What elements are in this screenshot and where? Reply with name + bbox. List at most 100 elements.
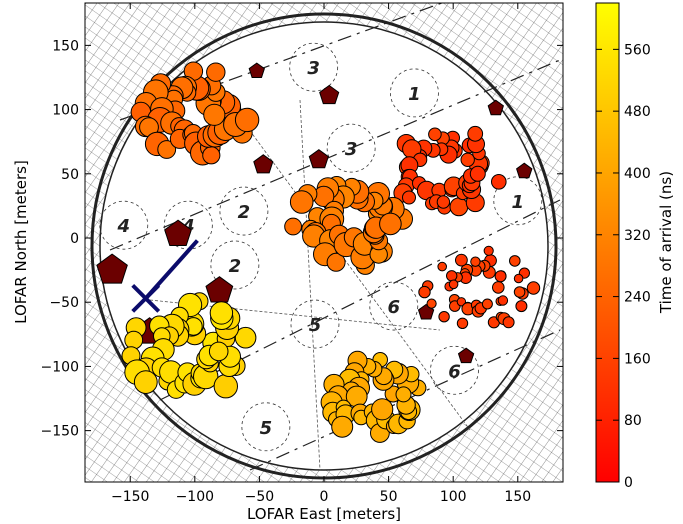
pentagon-marker xyxy=(253,154,274,174)
antenna-point xyxy=(234,107,260,133)
station-label: 4 xyxy=(116,216,130,237)
antenna-point xyxy=(456,317,469,329)
y-tick-label: −100 xyxy=(41,359,79,375)
antenna-point xyxy=(438,311,450,323)
antenna-point xyxy=(446,270,458,282)
antenna-point xyxy=(449,197,469,217)
antenna-point xyxy=(402,190,416,205)
antenna-point xyxy=(289,190,314,214)
antenna-point xyxy=(436,195,451,209)
y-tick-label: −50 xyxy=(49,295,79,311)
antenna-point xyxy=(513,273,524,284)
colorbar xyxy=(595,2,620,483)
station-circle xyxy=(493,176,543,226)
map-dashed-line xyxy=(109,59,561,251)
antenna-point xyxy=(456,297,467,307)
map-detail-line xyxy=(149,299,441,331)
antenna-point xyxy=(460,152,475,168)
antenna-points xyxy=(121,61,541,443)
x-tick-label: 150 xyxy=(504,489,531,505)
antenna-point xyxy=(379,212,402,236)
station-label: 6 xyxy=(387,297,400,318)
pentagon-marker xyxy=(308,149,329,169)
antenna-point xyxy=(470,256,481,267)
antenna-point xyxy=(426,298,437,309)
colorbar-tick-label: 160 xyxy=(624,351,651,367)
colorbar-tick-label: 400 xyxy=(624,166,651,182)
antenna-point xyxy=(492,281,505,294)
colorbar-label: Time of arrival (ns) xyxy=(657,171,675,314)
colorbar-tick-label: 320 xyxy=(624,228,651,244)
colorbar-tick-label: 480 xyxy=(624,104,651,120)
map-detail-line xyxy=(299,99,321,471)
antenna-point xyxy=(209,301,234,325)
antenna-point xyxy=(494,270,507,283)
station-label: 3 xyxy=(307,58,320,79)
station-label: 6 xyxy=(448,361,461,382)
antenna-point xyxy=(515,300,528,313)
map-dashed-line xyxy=(159,199,561,401)
x-tick-label: 50 xyxy=(380,489,398,505)
station-circle xyxy=(241,402,291,452)
antenna-point xyxy=(467,125,484,142)
x-tick-label: 100 xyxy=(440,489,467,505)
station-label: 1 xyxy=(512,192,525,213)
station-circle xyxy=(219,186,269,236)
pentagon-marker xyxy=(457,347,475,364)
pentagon-markers xyxy=(96,62,533,364)
x-tick-label: −150 xyxy=(111,489,149,505)
antenna-point xyxy=(157,140,177,159)
y-tick-label: −150 xyxy=(41,424,79,440)
pentagon-marker xyxy=(516,162,533,179)
map-dashed-line xyxy=(249,329,561,471)
x-tick-label: 0 xyxy=(320,489,329,505)
antenna-point xyxy=(206,62,226,82)
y-tick-label: 50 xyxy=(61,167,79,183)
colorbar-ticks: 0 80 160 240 320 400 480 560 xyxy=(596,42,651,491)
x-tick-label: −50 xyxy=(245,489,275,505)
antenna-point xyxy=(203,103,226,126)
pentagon-marker xyxy=(96,253,128,284)
antenna-point xyxy=(491,174,507,190)
antenna-point xyxy=(395,386,412,403)
pentagon-marker xyxy=(319,84,340,105)
antenna-point xyxy=(469,165,486,182)
station-label: 3 xyxy=(345,139,358,160)
axes: −150 −100 −50 0 50 100 150 −150 −100 −50 0 50 100 150 xyxy=(41,3,563,505)
pentagon-marker xyxy=(487,99,504,116)
station-circle xyxy=(210,240,260,290)
antenna-point xyxy=(497,295,509,306)
antenna-point xyxy=(481,298,493,310)
antenna-point xyxy=(202,146,221,165)
station-label: 2 xyxy=(238,202,251,223)
antenna-point xyxy=(213,374,239,399)
antenna-point xyxy=(284,217,303,236)
colorbar-tick-label: 80 xyxy=(624,413,642,429)
antenna-point xyxy=(483,245,494,256)
colorbar-tick-label: 0 xyxy=(624,475,633,491)
station-circle xyxy=(369,281,419,331)
antenna-point xyxy=(455,253,468,267)
colorbar-tick-label: 560 xyxy=(624,42,651,58)
antenna-point xyxy=(124,330,144,350)
pentagon-marker xyxy=(164,219,192,246)
x-axis-label: LOFAR East [meters] xyxy=(247,505,401,523)
station-label: 2 xyxy=(229,256,242,277)
station-label: 5 xyxy=(260,418,273,439)
antenna-point xyxy=(326,252,346,272)
y-axis-label: LOFAR North [meters] xyxy=(12,160,30,324)
antenna-point xyxy=(448,279,459,290)
antenna-point xyxy=(371,398,394,421)
shower-direction-line xyxy=(144,239,199,300)
station-circle xyxy=(99,200,149,250)
shower-axis-marker xyxy=(131,239,199,313)
x-tick-label: −100 xyxy=(176,489,214,505)
antenna-point xyxy=(234,326,257,349)
antenna-point xyxy=(526,281,541,295)
antenna-point xyxy=(437,261,448,272)
station-label: 1 xyxy=(408,84,421,105)
station-circle xyxy=(289,42,339,92)
